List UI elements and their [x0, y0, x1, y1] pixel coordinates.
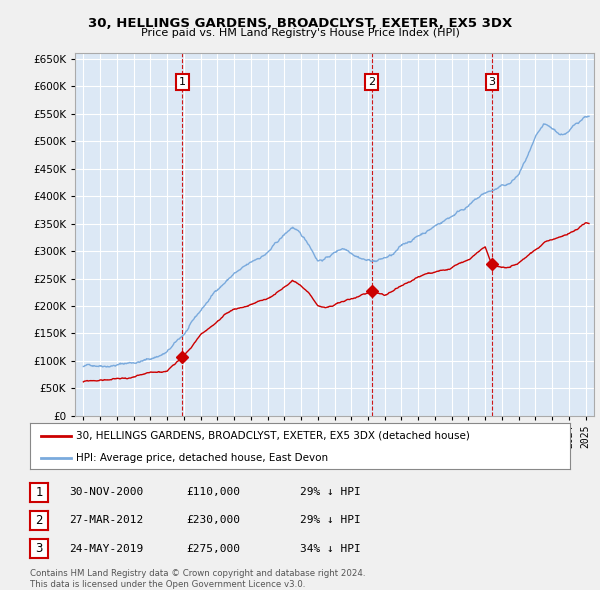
- Text: 30, HELLINGS GARDENS, BROADCLYST, EXETER, EX5 3DX: 30, HELLINGS GARDENS, BROADCLYST, EXETER…: [88, 17, 512, 30]
- Text: 34% ↓ HPI: 34% ↓ HPI: [300, 544, 361, 553]
- Text: 3: 3: [488, 77, 496, 87]
- Text: £110,000: £110,000: [186, 487, 240, 497]
- Text: 24-MAY-2019: 24-MAY-2019: [69, 544, 143, 553]
- Text: 2: 2: [368, 77, 376, 87]
- Text: 1: 1: [179, 77, 186, 87]
- Text: 29% ↓ HPI: 29% ↓ HPI: [300, 487, 361, 497]
- Text: 2: 2: [35, 514, 43, 527]
- Text: Price paid vs. HM Land Registry's House Price Index (HPI): Price paid vs. HM Land Registry's House …: [140, 28, 460, 38]
- Text: 30-NOV-2000: 30-NOV-2000: [69, 487, 143, 497]
- Text: 29% ↓ HPI: 29% ↓ HPI: [300, 516, 361, 525]
- Text: £230,000: £230,000: [186, 516, 240, 525]
- Text: HPI: Average price, detached house, East Devon: HPI: Average price, detached house, East…: [76, 453, 328, 463]
- Text: 1: 1: [35, 486, 43, 499]
- Text: £275,000: £275,000: [186, 544, 240, 553]
- Text: 3: 3: [35, 542, 43, 555]
- Text: Contains HM Land Registry data © Crown copyright and database right 2024.
This d: Contains HM Land Registry data © Crown c…: [30, 569, 365, 589]
- Text: 30, HELLINGS GARDENS, BROADCLYST, EXETER, EX5 3DX (detached house): 30, HELLINGS GARDENS, BROADCLYST, EXETER…: [76, 431, 470, 441]
- Text: 27-MAR-2012: 27-MAR-2012: [69, 516, 143, 525]
